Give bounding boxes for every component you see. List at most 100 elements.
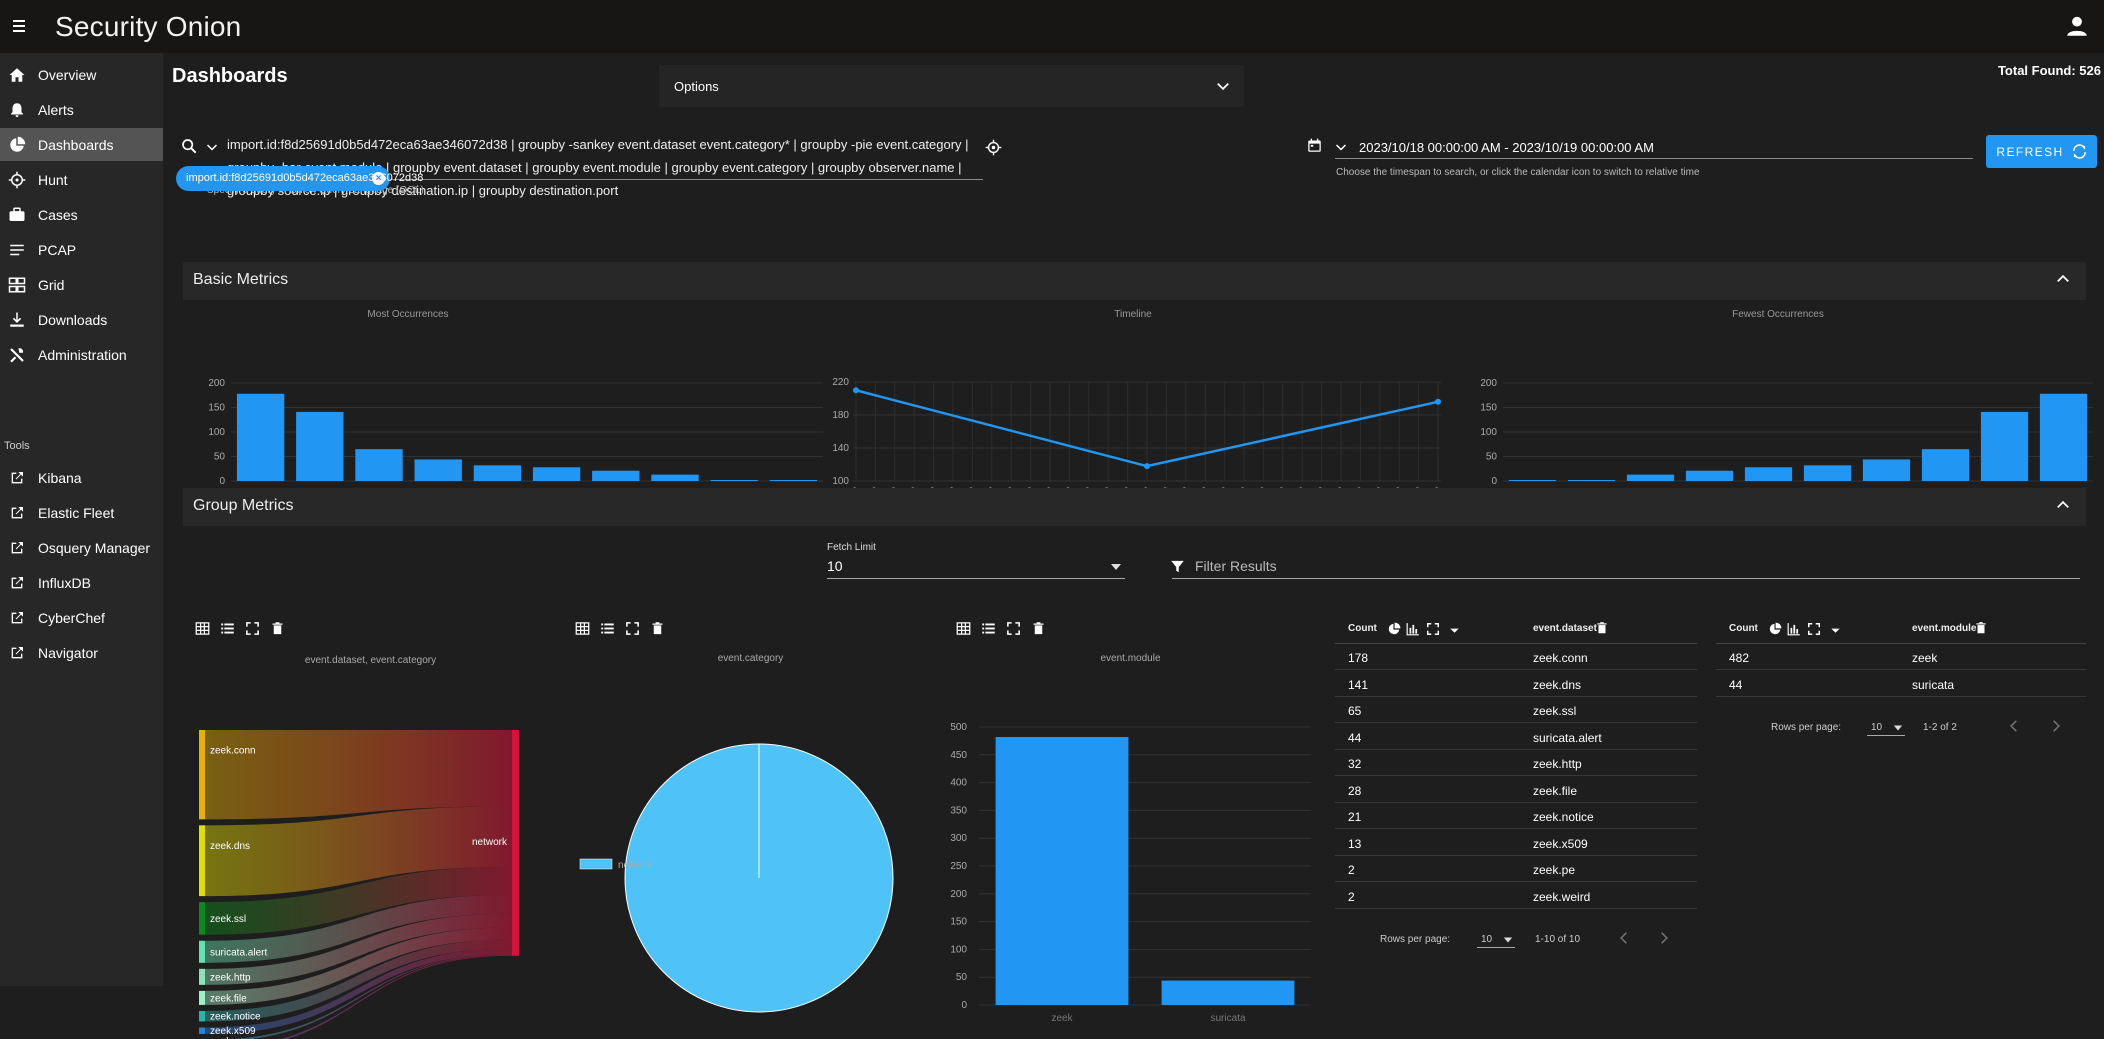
refresh-label: REFRESH <box>1996 144 2064 159</box>
table-row[interactable]: 44 suricata <box>1716 671 2086 697</box>
fetch-limit-select[interactable]: 10 <box>827 553 1125 579</box>
hamburger-menu-icon[interactable] <box>10 14 34 38</box>
bar <box>995 737 1129 1005</box>
search-icon[interactable] <box>181 138 197 154</box>
delete-icon[interactable] <box>270 621 286 637</box>
fullscreen-icon[interactable] <box>1807 622 1821 636</box>
app-logo[interactable]: Security Onion <box>55 11 242 42</box>
chevron-down-icon[interactable] <box>1830 625 1841 636</box>
chevron-down-icon <box>1217 83 1229 91</box>
table-row[interactable]: 65 zeek.ssl <box>1335 697 1697 723</box>
sidebar-item-osquery-manager[interactable]: Osquery Manager <box>0 531 163 564</box>
user-account-icon[interactable] <box>2064 13 2090 39</box>
close-icon[interactable]: × <box>372 172 385 185</box>
sankey-node <box>199 1027 205 1034</box>
sidebar-item-influxdb[interactable]: InfluxDB <box>0 566 163 599</box>
sidebar-item-cyberchef[interactable]: CyberChef <box>0 601 163 634</box>
y-tick-label: 200 <box>208 378 225 389</box>
sidebar-item-pcap[interactable]: PCAP <box>0 233 163 266</box>
query-input[interactable]: import.id:f8d25691d0b5d472eca63ae346072d… <box>207 133 983 198</box>
chevron-right-icon[interactable] <box>1657 930 1671 946</box>
table-row[interactable]: 178 zeek.conn <box>1335 644 1697 670</box>
fullscreen-icon[interactable] <box>1426 622 1440 636</box>
table-row[interactable]: 13 zeek.x509 <box>1335 830 1697 856</box>
event-module-bar-chart: 0 50 100 150 200 250 300 350 400 450 500 zeek surica… <box>950 722 1311 1024</box>
crosshair-icon[interactable] <box>985 139 1002 156</box>
y-tick-label: 100 <box>950 944 967 955</box>
sidebar-item-kibana[interactable]: Kibana <box>0 461 163 494</box>
sidebar-item-administration[interactable]: Administration <box>0 338 163 371</box>
sankey-node-label: zeek.dns <box>210 841 250 852</box>
sidebar-item-label: Elastic Fleet <box>38 504 115 521</box>
table-row[interactable]: 32 zeek.http <box>1335 750 1697 776</box>
table-icon[interactable] <box>956 621 972 637</box>
refresh-button[interactable]: REFRESH <box>1986 135 2097 168</box>
column-header-field[interactable]: event.module <box>1912 623 1977 634</box>
sidebar-item-label: Alerts <box>38 101 74 118</box>
table-row[interactable]: 28 zeek.file <box>1335 777 1697 803</box>
column-header-field[interactable]: event.dataset <box>1533 623 1597 634</box>
table-icon[interactable] <box>195 621 211 637</box>
group-metrics-header[interactable]: Group Metrics <box>183 488 2086 526</box>
list-icon[interactable] <box>220 621 236 637</box>
chevron-left-icon[interactable] <box>1617 930 1631 946</box>
chevron-right-icon[interactable] <box>2049 718 2063 734</box>
table-row[interactable]: 141 zeek.dns <box>1335 671 1697 697</box>
fullscreen-icon[interactable] <box>1006 621 1022 637</box>
daterange-input[interactable]: 2023/10/18 00:00:00 AM - 2023/10/19 00:0… <box>1335 133 1973 159</box>
sidebar-item-downloads[interactable]: Downloads <box>0 303 163 336</box>
sidebar-item-grid[interactable]: Grid <box>0 268 163 301</box>
external-link-icon <box>8 574 26 592</box>
rows-per-page-select[interactable]: 10 <box>1477 928 1515 948</box>
row-count: 2 <box>1348 890 1355 904</box>
filter-chip[interactable]: import.id:f8d25691d0b5d472eca63ae346072d… <box>176 166 423 191</box>
chevron-left-icon[interactable] <box>2007 718 2021 734</box>
sidebar-item-navigator[interactable]: Navigator <box>0 636 163 669</box>
pie-icon[interactable] <box>1768 622 1782 636</box>
calendar-icon[interactable] <box>1307 138 1322 153</box>
fullscreen-icon[interactable] <box>625 621 641 637</box>
list-icon[interactable] <box>600 621 616 637</box>
sidebar-item-hunt[interactable]: Hunt <box>0 163 163 196</box>
chevron-up-icon[interactable] <box>2056 272 2070 286</box>
filter-results-input[interactable]: Filter Results <box>1171 553 2080 579</box>
rows-per-page-select[interactable]: 10 <box>1867 716 1905 736</box>
chevron-down-icon[interactable] <box>1335 141 1347 153</box>
delete-icon[interactable] <box>1974 621 1988 635</box>
sidebar-item-alerts[interactable]: Alerts <box>0 93 163 126</box>
row-count: 44 <box>1729 678 1743 692</box>
table-row[interactable]: 2 zeek.weird <box>1335 883 1697 909</box>
list-icon[interactable] <box>981 621 997 637</box>
chevron-up-icon[interactable] <box>2056 498 2070 512</box>
table-row[interactable]: 2 zeek.pe <box>1335 856 1697 882</box>
table-row[interactable]: 482 zeek <box>1716 644 2086 670</box>
table-row[interactable]: 44 suricata.alert <box>1335 724 1697 750</box>
delete-icon[interactable] <box>1595 621 1609 635</box>
options-panel[interactable]: Options <box>659 65 1244 107</box>
sidebar-item-cases[interactable]: Cases <box>0 198 163 231</box>
table-row[interactable]: 21 zeek.notice <box>1335 803 1697 829</box>
chevron-down-icon[interactable] <box>1449 625 1460 636</box>
column-header-count[interactable]: Count <box>1729 623 1758 634</box>
sidebar-item-elastic-fleet[interactable]: Elastic Fleet <box>0 496 163 529</box>
row-value: zeek.file <box>1533 784 1578 798</box>
sankey-node <box>199 1010 205 1022</box>
sankey-target-node <box>512 730 519 956</box>
bar-chart-icon[interactable] <box>1787 622 1801 636</box>
bar-chart-icon[interactable] <box>1406 622 1420 636</box>
x-tick-label: suricata <box>1210 1013 1245 1024</box>
row-count: 2 <box>1348 863 1355 877</box>
delete-icon[interactable] <box>1031 621 1047 637</box>
pie-icon[interactable] <box>1387 622 1401 636</box>
crosshair-icon <box>8 171 26 189</box>
fullscreen-icon[interactable] <box>245 621 261 637</box>
sidebar-item-overview[interactable]: Overview <box>0 58 163 91</box>
external-link-icon <box>8 539 26 557</box>
delete-icon[interactable] <box>650 621 666 637</box>
chevron-down-icon[interactable] <box>206 141 218 153</box>
column-header-count[interactable]: Count <box>1348 623 1377 634</box>
table-icon[interactable] <box>575 621 591 637</box>
basic-metrics-header[interactable]: Basic Metrics <box>183 262 2086 300</box>
timeline-point <box>1144 463 1150 470</box>
sidebar-item-dashboards[interactable]: Dashboards <box>0 128 163 161</box>
